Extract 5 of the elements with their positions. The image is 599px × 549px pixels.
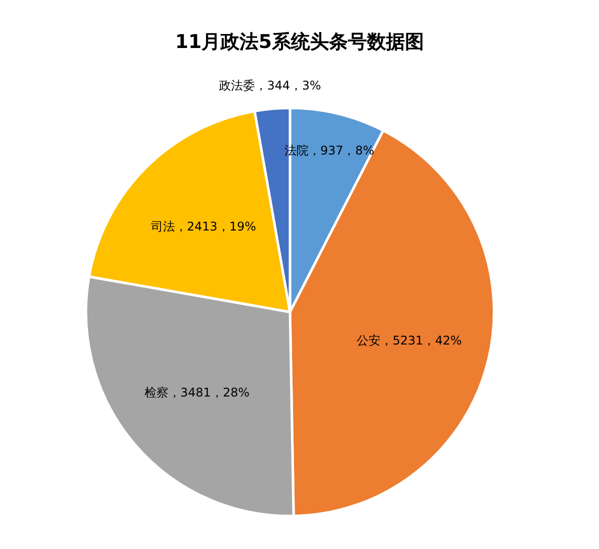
chart-title: 11月政法5系统头条号数据图 [175,31,424,53]
slice-label: 检察，3481，28% [144,386,250,400]
slice-label: 公安，5231，42% [356,334,462,348]
slice-label: 政法委，344，3% [219,78,322,92]
slice-label: 司法，2413，19% [150,219,256,234]
